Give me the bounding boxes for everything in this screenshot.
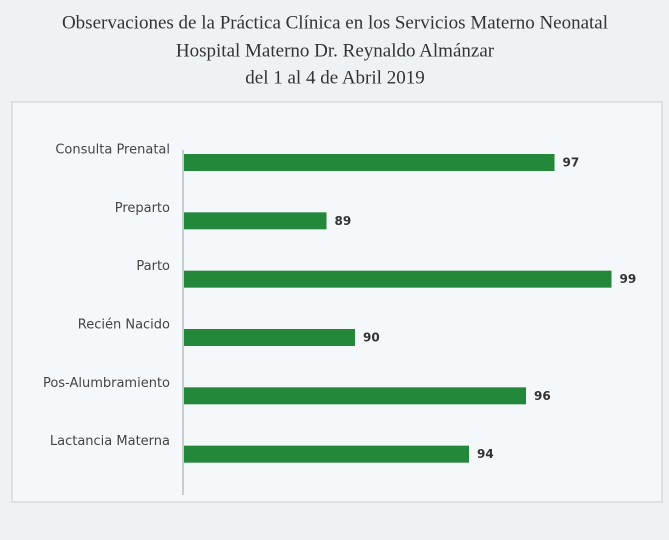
chart-title: Observaciones de la Práctica Clínica en … (62, 12, 608, 33)
bar (184, 329, 355, 346)
value-label: 96 (534, 389, 551, 403)
chart-title: del 1 al 4 de Abril 2019 (245, 67, 424, 88)
value-label: 89 (335, 214, 352, 228)
category-label: Parto (136, 259, 170, 274)
bar (184, 387, 526, 405)
bar (184, 212, 327, 230)
value-label: 94 (477, 447, 494, 461)
value-label: 90 (363, 331, 380, 345)
bar (184, 270, 612, 288)
category-label: Preparto (115, 201, 170, 216)
value-label: 97 (563, 156, 580, 170)
bar (184, 445, 469, 463)
category-label: Consulta Prenatal (55, 143, 170, 158)
category-label: Recién Nacido (78, 318, 170, 333)
value-label: 99 (620, 272, 637, 286)
bar (184, 154, 555, 171)
category-label: Lactancia Materna (50, 434, 170, 449)
category-label: Pos-Alumbramiento (43, 376, 170, 391)
chart-title: Hospital Materno Dr. Reynaldo Almánzar (176, 40, 495, 61)
